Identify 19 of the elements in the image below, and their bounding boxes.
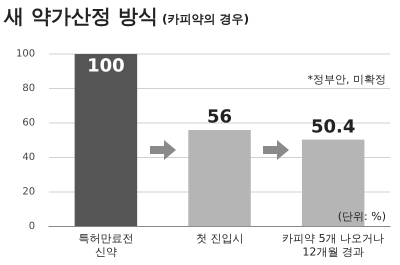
chart-title: 새 약가산정 방식 [4, 4, 158, 28]
y-tick-label: 40 [22, 152, 36, 164]
data-label: 100 [87, 56, 125, 77]
x-tick-label: 카피약 5개 나오거나 12개월 경과 [282, 232, 384, 258]
data-label: 56 [207, 106, 232, 128]
x-tick-label: 특허만료전 신약 [78, 232, 134, 258]
x-tick-label: 첫 진입시 [196, 232, 244, 246]
bar [74, 54, 138, 226]
bar [188, 130, 251, 226]
y-tick-label: 80 [22, 83, 36, 94]
y-tick-label: 60 [22, 118, 36, 129]
data-label: 50.4 [310, 116, 356, 138]
chart-subtitle: (카피약의 경우) [162, 12, 250, 26]
annotation: *정부안, 미확정 [308, 72, 386, 87]
bar [302, 140, 364, 226]
y-tick-label: 100 [16, 48, 36, 60]
y-tick-label: 0 [28, 221, 36, 232]
y-tick-label: 20 [22, 186, 36, 198]
annotation: (단위: %) [338, 208, 386, 224]
